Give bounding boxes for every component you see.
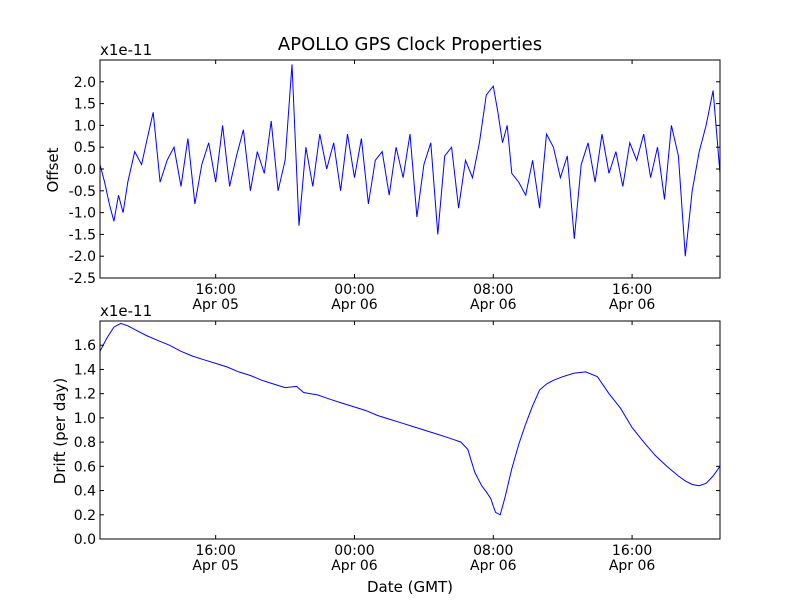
- drift-xtick-date-label: Apr 06: [331, 558, 378, 574]
- drift-xtick-time-label: 00:00: [334, 543, 374, 559]
- offset-ytick-label: -1.0: [69, 206, 96, 222]
- offset-xtick-date-label: Apr 06: [331, 297, 378, 313]
- drift-xtick-time-label: 16:00: [612, 543, 652, 559]
- offset-ytick-label: 0.0: [74, 162, 96, 178]
- x-axis-label: Date (GMT): [367, 578, 453, 596]
- drift-xtick-date-label: Apr 06: [470, 558, 517, 574]
- offset-xtick-date-label: Apr 06: [470, 297, 517, 313]
- drift-xtick-time-label: 16:00: [195, 543, 235, 559]
- offset-xtick-time-label: 16:00: [195, 282, 235, 298]
- offset-series-line: [100, 64, 720, 257]
- drift-axes-frame: [99, 320, 721, 540]
- drift-panel: x1e-11 Drift (per day) 0.0 0.2 0.4 0.6 0.8 1.…: [51, 302, 721, 574]
- drift-xtick-date-label: Apr 05: [192, 558, 238, 574]
- offset-ytick-label: 0.5: [74, 140, 96, 156]
- drift-ytick-label: 1.6: [74, 338, 96, 354]
- drift-ytick-label: 0.6: [74, 459, 96, 475]
- offset-ytick-label: -2.0: [69, 249, 96, 265]
- drift-ytick-label: 0.4: [74, 484, 96, 500]
- offset-multiplier-label: x1e-11: [100, 41, 152, 59]
- figure-title: APOLLO GPS Clock Properties: [278, 34, 542, 55]
- drift-ytick-label: 1.0: [74, 411, 96, 427]
- drift-series-line: [100, 322, 720, 516]
- drift-ytick-label: 1.2: [74, 387, 96, 403]
- drift-multiplier-label: x1e-11: [100, 302, 152, 320]
- drift-xtick-time-label: 08:00: [473, 543, 513, 559]
- drift-ylabel: Drift (per day): [51, 378, 69, 485]
- offset-ylabel: Offset: [44, 147, 62, 192]
- offset-ytick-label: 1.0: [74, 118, 96, 134]
- offset-xtick-date-label: Apr 06: [609, 297, 656, 313]
- offset-xtick-time-label: 16:00: [612, 282, 652, 298]
- offset-xtick-time-label: 00:00: [334, 282, 374, 298]
- offset-xtick-time-label: 08:00: [473, 282, 513, 298]
- offset-ytick-label: -2.5: [69, 271, 96, 287]
- drift-ytick-label: 0.8: [74, 435, 96, 451]
- offset-ytick-label: 2.0: [74, 75, 96, 91]
- offset-ytick-label: -0.5: [69, 184, 96, 200]
- offset-ytick-label: 1.5: [74, 97, 96, 113]
- drift-ytick-label: 0.0: [74, 532, 96, 548]
- drift-ytick-label: 0.2: [74, 508, 96, 524]
- offset-ytick-label: -1.5: [69, 227, 96, 243]
- offset-xtick-date-label: Apr 05: [192, 297, 238, 313]
- offset-panel: x1e-11 Offset -2.5 -2.0 -1.5 -1.0 -0.5 0.0 0.5…: [44, 41, 721, 313]
- drift-ytick-label: 1.4: [74, 362, 96, 378]
- drift-xtick-date-label: Apr 06: [609, 558, 656, 574]
